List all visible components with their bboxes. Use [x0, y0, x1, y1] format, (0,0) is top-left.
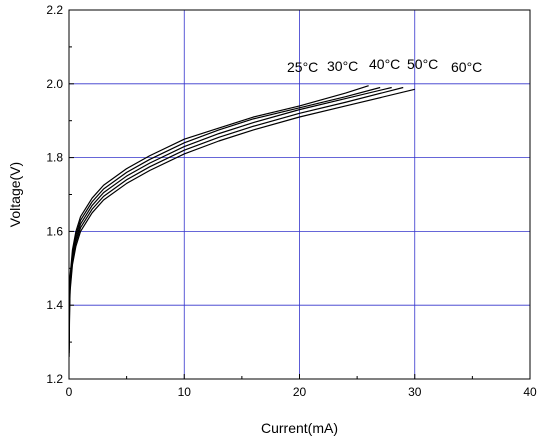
x-tick-label: 20	[293, 385, 307, 399]
x-tick-label: 40	[523, 385, 537, 399]
series-labels: 25°C 30°C 40°C 50°C 60°C	[287, 56, 482, 75]
y-tick-label: 1.2	[46, 372, 63, 386]
grid-lines	[69, 10, 530, 379]
y-axis-title: Voltage(V)	[7, 162, 23, 227]
series-label: 25°C	[287, 59, 318, 75]
y-tick-label: 1.6	[46, 224, 63, 238]
x-tick-label: 0	[66, 385, 73, 399]
axis-ticks: 0 10 20 30 40 1.2 1.4 1.6 1.8 2.0 2.2	[46, 3, 537, 399]
x-tick-label: 30	[408, 385, 422, 399]
y-tick-label: 1.8	[46, 151, 63, 165]
x-tick-label: 10	[178, 385, 192, 399]
series-label: 30°C	[327, 58, 358, 74]
series-line-60c	[68, 88, 415, 357]
x-axis-title: Current(mA)	[261, 420, 338, 436]
y-tick-label: 1.4	[46, 298, 63, 312]
series-lines	[68, 85, 415, 357]
series-label: 60°C	[451, 59, 482, 75]
series-label: 40°C	[369, 56, 400, 72]
y-tick-label: 2.0	[46, 77, 63, 91]
series-label: 50°C	[407, 56, 438, 72]
y-tick-label: 2.2	[46, 3, 63, 17]
